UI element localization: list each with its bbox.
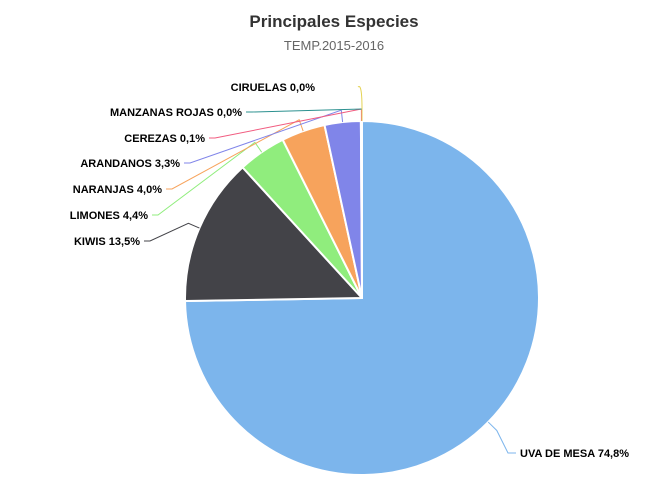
connector-kiwis	[144, 222, 200, 242]
label-uva-de-mesa: UVA DE MESA 74,8%	[520, 448, 629, 460]
label-connectors	[144, 85, 516, 454]
label-naranjas: NARANJAS 4,0%	[73, 184, 162, 196]
label-ciruelas: CIRUELAS 0,0%	[231, 82, 316, 94]
label-arandanos: ARANDANOS 3,3%	[80, 158, 180, 170]
connector-limones	[152, 141, 263, 216]
connector-manzanas-rojas	[246, 108, 363, 121]
pie-slices	[184, 119, 540, 476]
label-kiwis: KIWIS 13,5%	[74, 236, 140, 248]
label-limones: LIMONES 4,4%	[70, 210, 148, 222]
label-cerezas: CEREZAS 0,1%	[124, 133, 205, 145]
label-manzanas-rojas: MANZANAS ROJAS 0,0%	[110, 107, 242, 119]
chart-title: Principales Especies	[249, 12, 419, 31]
chart-subtitle: TEMP.2015-2016	[283, 38, 385, 53]
slice-cerezas[interactable]	[359, 119, 363, 299]
connector-ciruelas	[357, 85, 363, 121]
connector-uva-de-mesa	[487, 421, 516, 454]
slice-labels: UVA DE MESA 74,8% KIWIS 13,5% LIMONES 4,4%…	[70, 82, 629, 460]
connector-naranjas	[166, 119, 304, 190]
connector-arandanos	[184, 109, 344, 164]
connector-cerezas	[209, 108, 362, 139]
